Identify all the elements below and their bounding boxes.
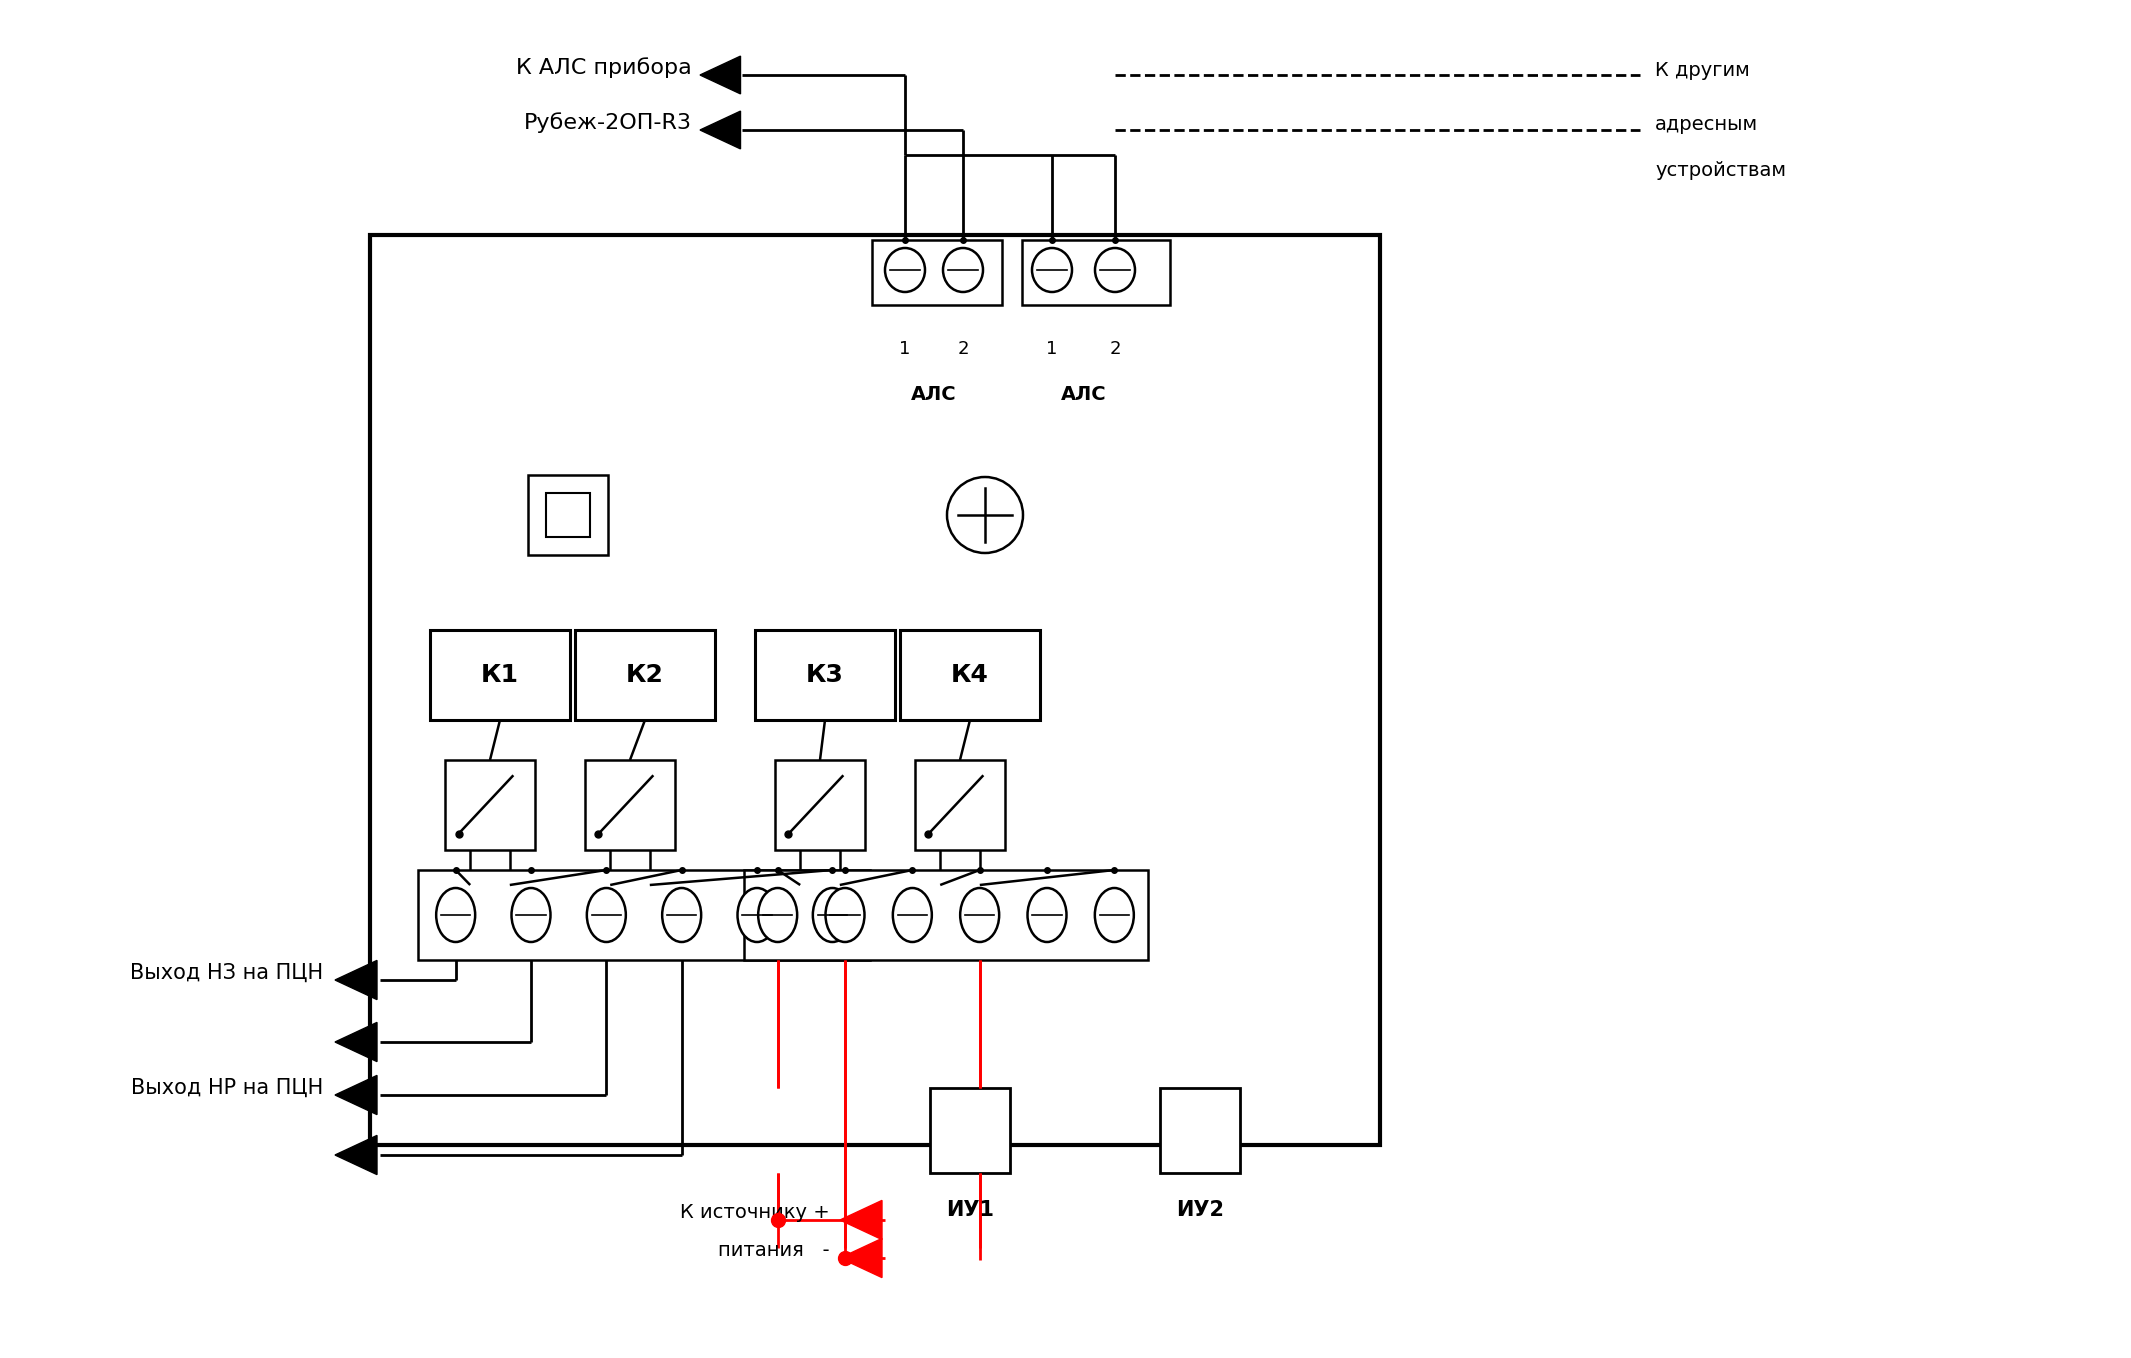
- Ellipse shape: [1095, 888, 1134, 942]
- Polygon shape: [840, 1200, 882, 1240]
- Ellipse shape: [825, 888, 865, 942]
- Ellipse shape: [1031, 249, 1072, 292]
- Text: устройствам: устройствам: [1656, 160, 1786, 179]
- Text: АЛС: АЛС: [912, 386, 957, 403]
- Bar: [754, 630, 895, 720]
- Ellipse shape: [437, 888, 475, 942]
- Ellipse shape: [586, 888, 627, 942]
- Polygon shape: [335, 960, 377, 999]
- Text: Выход НР на ПЦН: Выход НР на ПЦН: [130, 1078, 324, 1099]
- Bar: [872, 240, 1002, 306]
- Text: ИУ1: ИУ1: [946, 1200, 993, 1221]
- Text: Выход НЗ на ПЦН: Выход НЗ на ПЦН: [130, 963, 324, 983]
- Ellipse shape: [893, 888, 931, 942]
- Bar: [445, 760, 535, 850]
- Text: 1: 1: [1046, 340, 1057, 359]
- Bar: [430, 630, 569, 720]
- Bar: [744, 870, 1149, 960]
- Polygon shape: [699, 111, 739, 149]
- Bar: [899, 630, 1040, 720]
- Text: К3: К3: [806, 663, 844, 687]
- Ellipse shape: [812, 888, 852, 942]
- Text: адресным: адресным: [1656, 115, 1758, 134]
- Bar: [914, 760, 1006, 850]
- Bar: [1023, 240, 1170, 306]
- Text: Рубеж-2ОП-R3: Рубеж-2ОП-R3: [524, 113, 693, 133]
- Ellipse shape: [1027, 888, 1066, 942]
- Text: К АЛС прибора: К АЛС прибора: [516, 57, 693, 79]
- Ellipse shape: [884, 249, 925, 292]
- Polygon shape: [335, 1135, 377, 1175]
- Circle shape: [946, 477, 1023, 553]
- Polygon shape: [335, 1076, 377, 1115]
- Text: К источнику +: К источнику +: [680, 1203, 829, 1222]
- Bar: [528, 475, 607, 555]
- Bar: [546, 493, 590, 536]
- Ellipse shape: [759, 888, 797, 942]
- Text: 1: 1: [899, 340, 910, 359]
- Ellipse shape: [737, 888, 776, 942]
- Text: К1: К1: [482, 663, 520, 687]
- Text: 2: 2: [1110, 340, 1121, 359]
- Text: АЛС: АЛС: [1061, 386, 1106, 403]
- Bar: [418, 870, 869, 960]
- Ellipse shape: [511, 888, 550, 942]
- Bar: [776, 760, 865, 850]
- Polygon shape: [699, 56, 739, 94]
- Text: К4: К4: [950, 663, 989, 687]
- Text: 2: 2: [957, 340, 970, 359]
- Ellipse shape: [1095, 249, 1136, 292]
- Text: К2: К2: [627, 663, 665, 687]
- Text: К другим: К другим: [1656, 61, 1750, 80]
- Polygon shape: [840, 1238, 882, 1278]
- Polygon shape: [335, 1023, 377, 1062]
- Bar: [1159, 1088, 1240, 1172]
- Ellipse shape: [944, 249, 982, 292]
- Text: ИУ2: ИУ2: [1176, 1200, 1223, 1221]
- Ellipse shape: [961, 888, 999, 942]
- Bar: [371, 235, 1381, 1145]
- Ellipse shape: [663, 888, 701, 942]
- Bar: [929, 1088, 1010, 1172]
- Bar: [575, 630, 716, 720]
- Bar: [586, 760, 676, 850]
- Text: питания   -: питания -: [718, 1241, 829, 1260]
